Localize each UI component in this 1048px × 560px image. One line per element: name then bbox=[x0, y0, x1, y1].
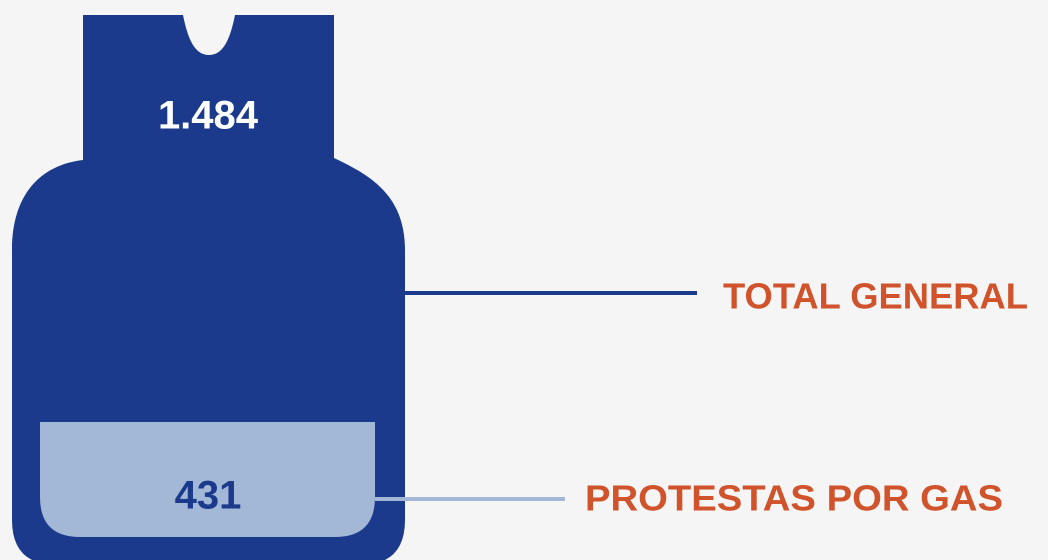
cylinder-fill bbox=[40, 422, 375, 537]
protest-value: 431 bbox=[175, 474, 242, 518]
total-label: TOTAL GENERAL bbox=[723, 276, 1028, 317]
total-value: 1.484 bbox=[158, 94, 259, 138]
protest-label: PROTESTAS POR GAS bbox=[585, 478, 1003, 519]
